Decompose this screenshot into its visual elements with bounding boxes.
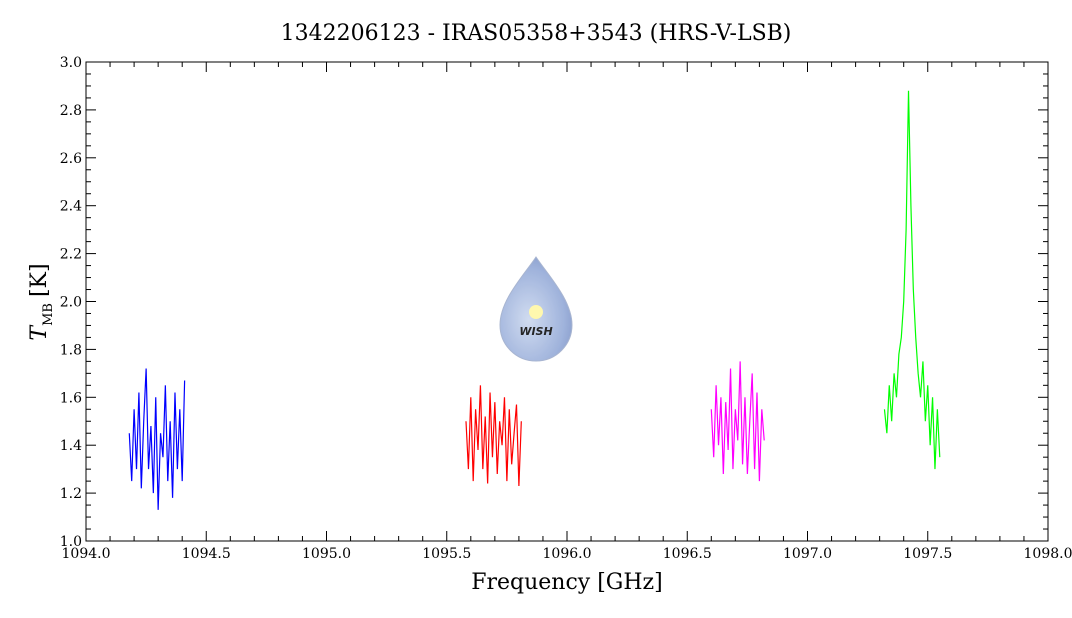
y-tick-label: 2.0 [60,295,82,311]
spectrum-line [128,368,186,510]
spectrum-line [883,90,941,470]
y-tick-label: 1.6 [60,390,82,406]
y-tick-label: 1.4 [60,438,82,454]
x-tick-label: 1096.0 [543,546,592,562]
x-tick-label: 1096.5 [663,546,712,562]
y-tick-label: 2.6 [60,151,82,167]
x-tick-label: 1097.5 [903,546,952,562]
y-tick-label: 2.2 [60,247,82,263]
x-tick-label: 1094.5 [182,546,231,562]
y-axis-symbol: T [27,324,52,341]
x-tick-label: 1095.0 [302,546,351,562]
y-tick-label: 1.8 [60,342,82,358]
y-tick-label: 3.0 [60,55,82,71]
x-tick-label: 1097.0 [783,546,832,562]
y-tick-label: 2.8 [60,103,82,119]
y-axis-unit: [K] [27,263,52,297]
x-axis-label: Frequency [GHz] [471,570,663,595]
y-axis-label: TMB [K] [27,263,56,340]
y-tick-label: 1.0 [60,534,82,550]
y-axis-subscript: MB [41,303,56,326]
x-tick-label: 1095.5 [422,546,471,562]
logo-text: WISH [519,325,552,338]
spectrum-line [465,385,522,486]
spectrum-line [710,361,765,482]
logo: WISH [499,256,573,362]
y-tick-label: 1.2 [60,486,82,502]
x-tick-label: 1094.0 [62,546,111,562]
chart-title: 1342206123 - IRAS05358+3543 (HRS-V-LSB) [281,21,792,46]
x-tick-label: 1098.0 [1024,546,1072,562]
y-tick-label: 2.4 [60,199,82,215]
